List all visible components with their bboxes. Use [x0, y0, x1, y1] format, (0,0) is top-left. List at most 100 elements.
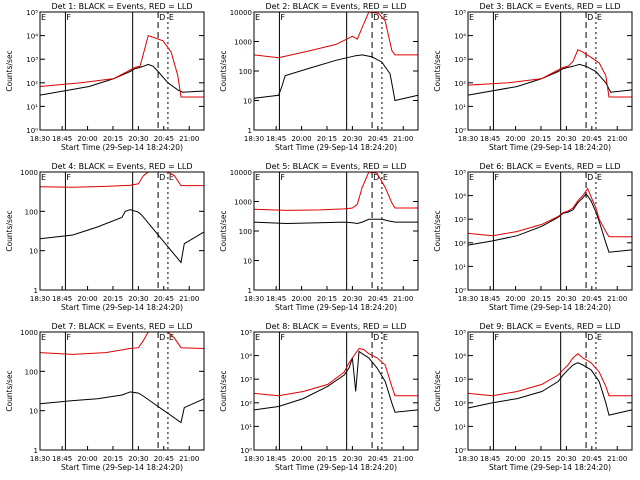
x-tick-label: 20:15 [531, 455, 551, 463]
event-marker-letter: E [255, 173, 260, 182]
plot-frame [39, 171, 205, 291]
event-marker-letter: E [597, 333, 602, 342]
x-tick-label: 20:00 [505, 295, 525, 303]
y-tick-label: 10⁴ [26, 33, 38, 41]
x-tick-label: 20:30 [342, 135, 362, 143]
lld-series-line [39, 34, 204, 98]
y-axis-label: Counts/sec [219, 50, 228, 91]
y-tick-label: 10⁰ [240, 447, 252, 455]
panel-title: Det 8: BLACK = Events, RED = LLD [266, 322, 407, 331]
y-tick-label: 10³ [26, 56, 38, 64]
x-tick-label: 18:30 [458, 455, 478, 463]
y-tick-label: 10¹ [240, 423, 252, 431]
event-marker-letter: E [383, 173, 388, 182]
panel-title: Det 4: BLACK = Events, RED = LLD [52, 162, 193, 171]
y-tick-label: 10⁵ [240, 329, 252, 337]
event-marker-letter: E [169, 333, 174, 342]
x-tick-label: 18:45 [266, 295, 286, 303]
event-marker-letter: E [469, 333, 474, 342]
y-axis-label: Counts/sec [5, 50, 14, 91]
y-tick-label: 1000 [234, 39, 252, 47]
x-tick-label: 18:45 [480, 455, 500, 463]
events-series-line [39, 391, 205, 424]
lld-series-line [467, 49, 632, 98]
plot-frame [467, 11, 633, 131]
events-series-line [467, 192, 633, 253]
x-tick-label: 18:30 [30, 295, 50, 303]
plot-frame [39, 331, 205, 451]
plot-frame [467, 331, 633, 451]
y-tick-label: 10⁰ [454, 127, 466, 135]
x-tick-label: 21:00 [393, 135, 413, 143]
x-axis-label: Start Time (29-Sep-14 18:24:20) [61, 143, 183, 152]
x-axis-label: Start Time (29-Sep-14 18:24:20) [275, 303, 397, 312]
y-tick-label: 10⁰ [26, 127, 38, 135]
y-axis-label: Counts/sec [433, 210, 442, 251]
y-tick-label: 10³ [454, 216, 466, 224]
event-marker-letter: D [159, 173, 165, 182]
plot-frame [253, 331, 419, 451]
x-tick-label: 18:30 [30, 135, 50, 143]
y-axis-label: Counts/sec [433, 50, 442, 91]
panel-title: Det 5: BLACK = Events, RED = LLD [266, 162, 407, 171]
y-tick-label: 100 [25, 208, 38, 216]
events-series-line [253, 54, 419, 102]
event-marker-letter: F [66, 333, 71, 342]
event-marker-letter: F [494, 333, 499, 342]
x-tick-label: 20:30 [342, 455, 362, 463]
event-marker-letter: E [383, 333, 388, 342]
x-tick-label: 18:30 [458, 135, 478, 143]
x-tick-label: 20:00 [291, 295, 311, 303]
event-marker-letter: E [597, 173, 602, 182]
y-tick-label: 100 [25, 368, 38, 376]
x-tick-label: 20:15 [317, 295, 337, 303]
panel-title: Det 1: BLACK = Events, RED = LLD [52, 2, 193, 11]
x-axis-label: Start Time (29-Sep-14 18:24:20) [275, 463, 397, 472]
lld-series-line [467, 187, 632, 238]
y-tick-label: 10⁵ [26, 9, 38, 17]
x-tick-label: 18:30 [244, 135, 264, 143]
y-tick-label: 100 [239, 68, 252, 76]
event-marker-letter: D [159, 13, 165, 22]
x-tick-label: 20:30 [128, 455, 148, 463]
y-tick-label: 10⁵ [454, 9, 466, 17]
events-series-line [39, 209, 205, 264]
panel-title: Det 3: BLACK = Events, RED = LLD [480, 2, 621, 11]
x-tick-label: 20:15 [531, 135, 551, 143]
event-marker-letter: E [255, 333, 260, 342]
event-marker-letter: E [41, 173, 46, 182]
event-marker-letter: E [169, 13, 174, 22]
panel-title: Det 2: BLACK = Events, RED = LLD [266, 2, 407, 11]
lld-series-line [467, 353, 632, 397]
y-axis-label: Counts/sec [5, 370, 14, 411]
x-tick-label: 20:45 [368, 135, 388, 143]
x-tick-label: 21:00 [179, 455, 199, 463]
x-tick-label: 20:15 [103, 135, 123, 143]
x-tick-label: 18:45 [52, 295, 72, 303]
x-tick-label: 21:00 [607, 455, 627, 463]
x-tick-label: 20:00 [505, 135, 525, 143]
plot-frame [467, 171, 633, 291]
y-tick-label: 10⁵ [454, 329, 466, 337]
x-tick-label: 18:30 [244, 295, 264, 303]
x-tick-label: 20:45 [154, 135, 174, 143]
x-tick-label: 20:15 [103, 455, 123, 463]
x-tick-label: 20:00 [291, 455, 311, 463]
y-tick-label: 10000 [230, 9, 252, 17]
x-tick-label: 20:30 [128, 135, 148, 143]
plot-frame [253, 171, 419, 291]
y-tick-label: 10 [29, 248, 38, 256]
event-marker-letter: E [469, 13, 474, 22]
event-marker-letter: D [373, 333, 379, 342]
x-tick-label: 20:30 [556, 135, 576, 143]
y-tick-label: 10¹ [26, 103, 38, 111]
y-tick-label: 10 [29, 408, 38, 416]
event-marker-letter: F [280, 173, 285, 182]
event-marker-letter: D [587, 173, 593, 182]
y-tick-label: 10² [240, 400, 252, 408]
x-tick-label: 20:30 [342, 295, 362, 303]
events-series-line [253, 350, 419, 413]
event-marker-letter: E [255, 13, 260, 22]
